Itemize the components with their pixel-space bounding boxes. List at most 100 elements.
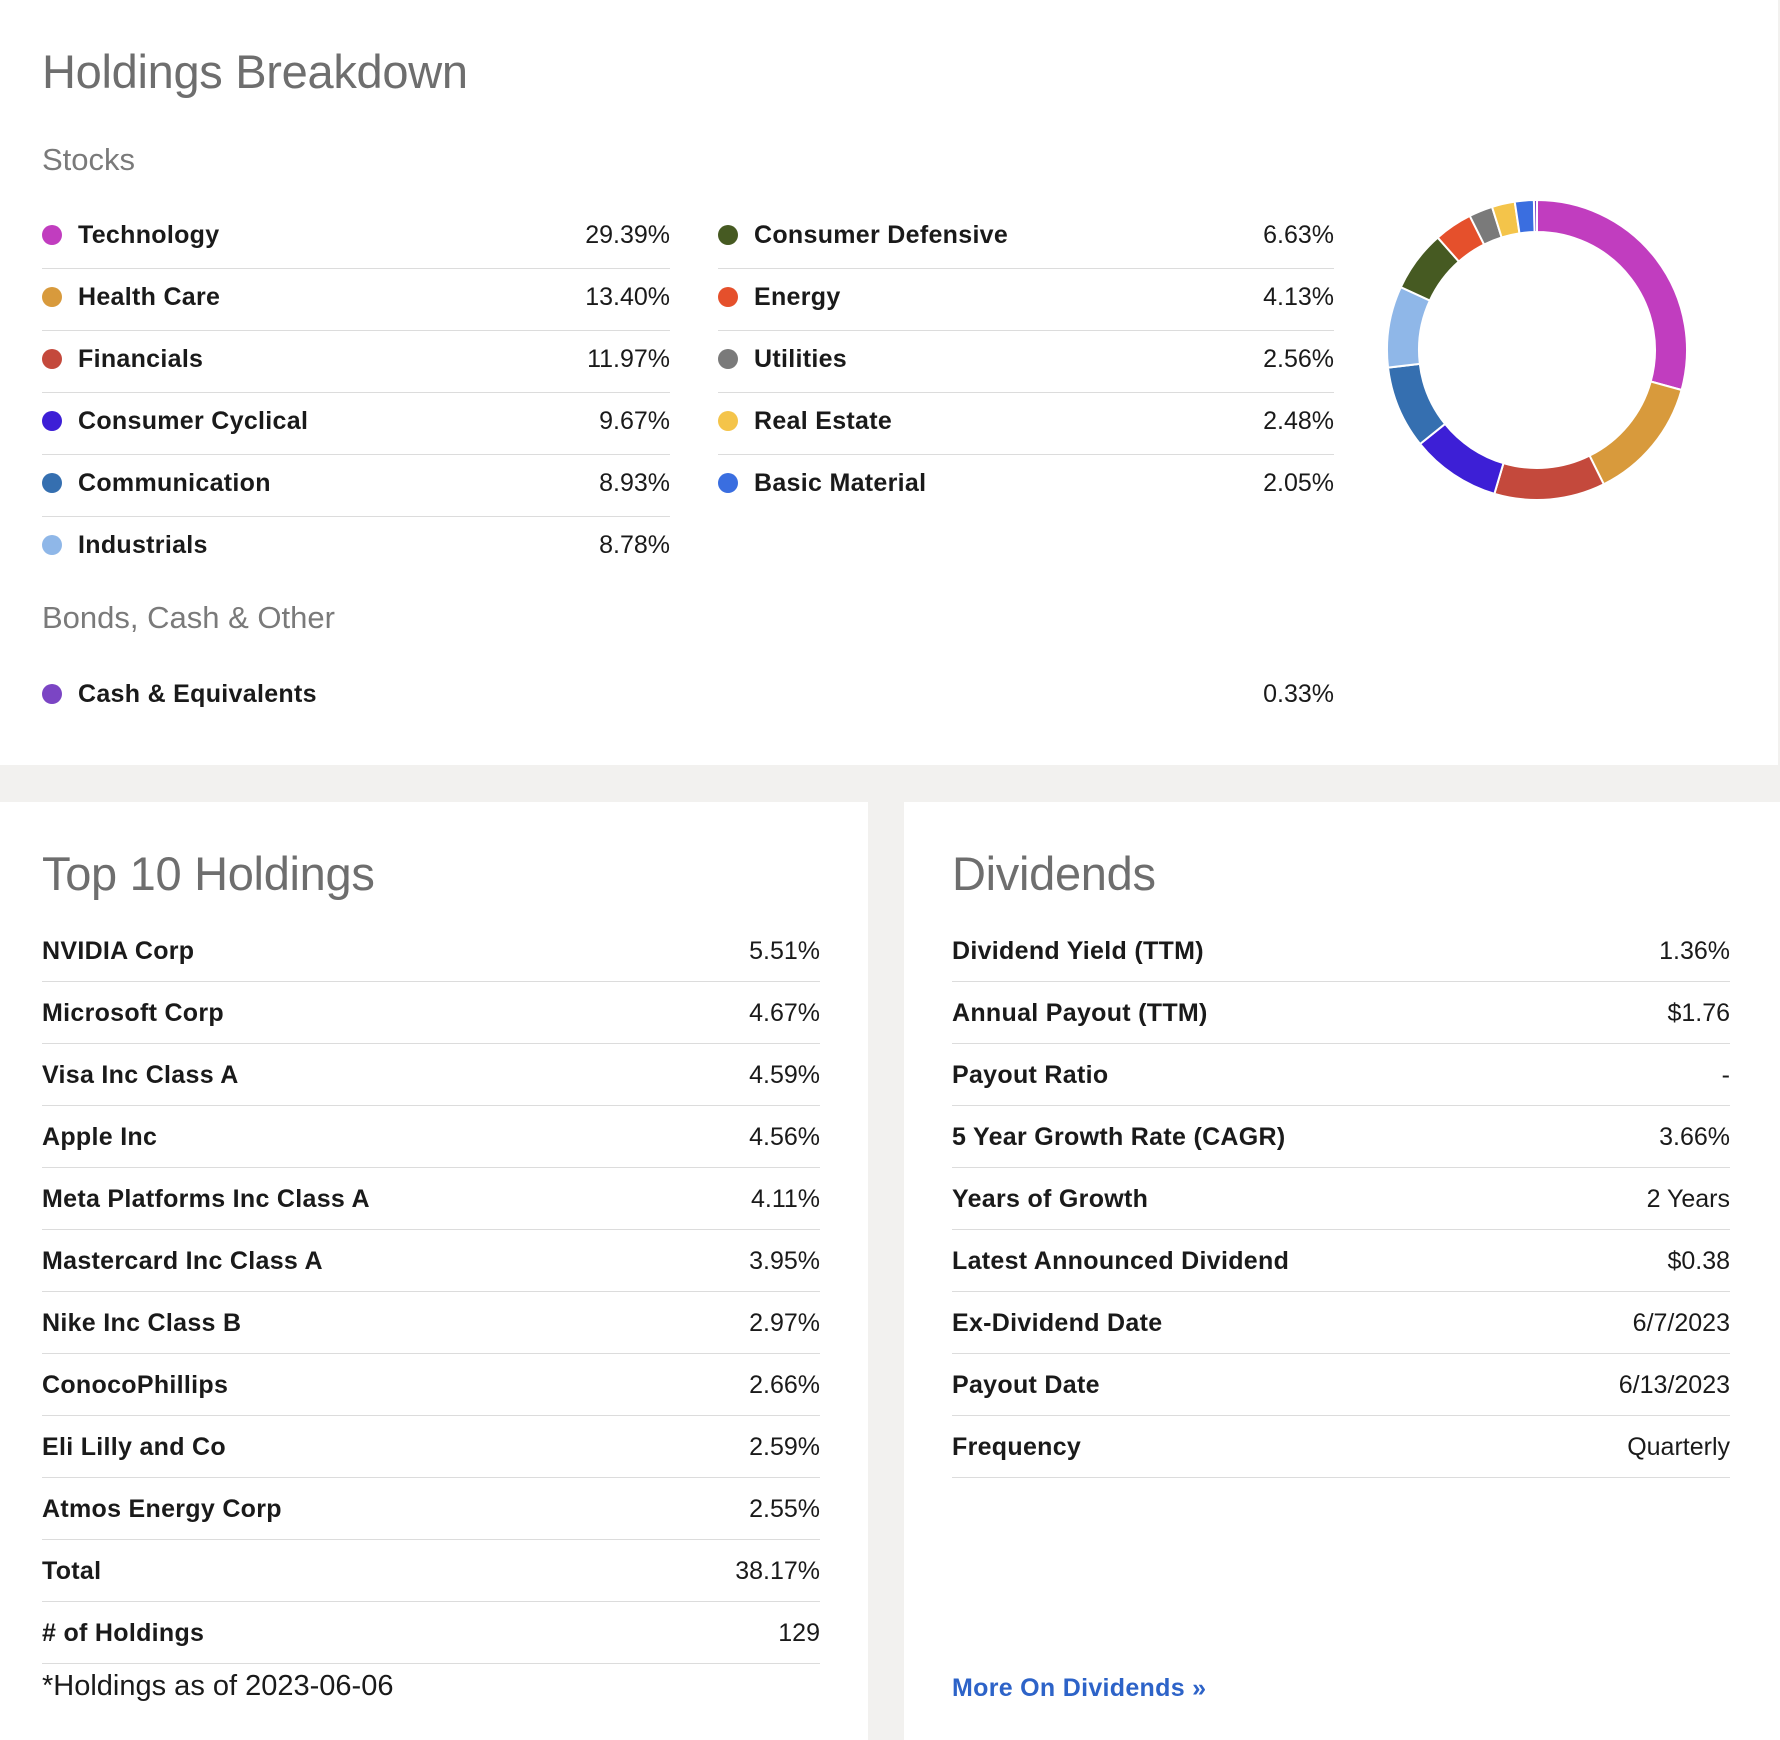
holding-row-eli-lilly-and-co: Eli Lilly and Co 2.59% — [42, 1416, 820, 1478]
holding-row-value: 4.11% — [750, 1185, 820, 1213]
holding-row-value: 4.59% — [749, 1061, 820, 1089]
sector-value: 13.40% — [585, 283, 670, 311]
sector-donut-chart — [1386, 198, 1688, 501]
donut-slice-financials — [1493, 454, 1606, 501]
sector-name: Consumer Cyclical — [78, 407, 309, 435]
holding-row-label: Apple Inc — [42, 1123, 158, 1151]
legend-dot-icon — [42, 287, 62, 307]
holding-row-label: Total — [42, 1557, 102, 1585]
sector-row-financials: Financials 11.97% — [42, 331, 670, 393]
holding-row-value: 4.67% — [749, 999, 820, 1027]
other-holdings-list: Cash & Equivalents 0.33% — [42, 666, 1334, 728]
donut-slice-technology — [1536, 198, 1688, 392]
legend-dot-icon — [42, 684, 62, 704]
holdings-date-footnote: *Holdings as of 2023-06-06 — [42, 1670, 394, 1702]
sector-value: 2.48% — [1263, 407, 1334, 435]
sector-row-consumer-defensive: Consumer Defensive 6.63% — [718, 207, 1334, 269]
holding-row-nvidia-corp: NVIDIA Corp 5.51% — [42, 920, 820, 982]
dividend-row-label: Frequency — [952, 1433, 1082, 1461]
holding-row-mastercard-inc-class-a: Mastercard Inc Class A 3.95% — [42, 1230, 820, 1292]
sector-list-left: Technology 29.39% Health Care 13.40% Financi… — [42, 207, 670, 579]
holding-row-label: Mastercard Inc Class A — [42, 1247, 323, 1275]
sector-name: Financials — [78, 345, 204, 373]
legend-dot-icon — [42, 225, 62, 245]
dividend-row-value: 1.36% — [1659, 937, 1730, 965]
sector-name: Consumer Defensive — [754, 221, 1009, 249]
holding-row-value: 2.55% — [749, 1495, 820, 1523]
dividend-row-value: - — [1721, 1061, 1730, 1089]
legend-dot-icon — [718, 349, 738, 369]
sector-name: Energy — [754, 283, 841, 311]
dividend-row-value: 2 Years — [1646, 1185, 1730, 1213]
dividend-row-value: 6/7/2023 — [1632, 1309, 1730, 1337]
sector-value: 2.05% — [1263, 469, 1334, 497]
dividend-row-payout-date: Payout Date 6/13/2023 — [952, 1354, 1730, 1416]
holding-row-conocophillips: ConocoPhillips 2.66% — [42, 1354, 820, 1416]
sector-name: Cash & Equivalents — [78, 680, 317, 708]
holding-row-microsoft-corp: Microsoft Corp 4.67% — [42, 982, 820, 1044]
dividend-row-value: $1.76 — [1667, 999, 1730, 1027]
dividend-row-value: Quarterly — [1627, 1433, 1730, 1461]
dividend-row-years-of-growth: Years of Growth 2 Years — [952, 1168, 1730, 1230]
holding-row-label: Microsoft Corp — [42, 999, 224, 1027]
donut-slice-health-care — [1588, 380, 1683, 486]
sector-value: 6.63% — [1263, 221, 1334, 249]
dividend-row-label: 5 Year Growth Rate (CAGR) — [952, 1123, 1286, 1151]
donut-slice-cash-and-equivalents — [1532, 198, 1538, 234]
legend-dot-icon — [42, 535, 62, 555]
sector-row-real-estate: Real Estate 2.48% — [718, 393, 1334, 455]
dividend-row-value: 3.66% — [1659, 1123, 1730, 1151]
holding-row-value: 38.17% — [735, 1557, 820, 1585]
sector-row-industrials: Industrials 8.78% — [42, 517, 670, 579]
legend-dot-icon — [718, 225, 738, 245]
legend-dot-icon — [718, 287, 738, 307]
dividend-row-dividend-yield-ttm: Dividend Yield (TTM) 1.36% — [952, 920, 1730, 982]
holding-row-value: 3.95% — [749, 1247, 820, 1275]
dividend-row-value: 6/13/2023 — [1618, 1371, 1730, 1399]
holding-row-value: 2.66% — [749, 1371, 820, 1399]
legend-dot-icon — [42, 411, 62, 431]
sector-name: Technology — [78, 221, 220, 249]
top-10-holdings-title: Top 10 Holdings — [42, 847, 375, 900]
sector-name: Basic Material — [754, 469, 927, 497]
holding-row-visa-inc-class-a: Visa Inc Class A 4.59% — [42, 1044, 820, 1106]
holdings-breakdown-title: Holdings Breakdown — [42, 45, 468, 98]
holding-row-label: NVIDIA Corp — [42, 937, 195, 965]
dividend-row-frequency: Frequency Quarterly — [952, 1416, 1730, 1478]
dividend-row-annual-payout-ttm: Annual Payout (TTM) $1.76 — [952, 982, 1730, 1044]
holding-row-total: Total 38.17% — [42, 1540, 820, 1602]
more-on-dividends-link[interactable]: More On Dividends » — [952, 1674, 1207, 1702]
dividend-row-label: Dividend Yield (TTM) — [952, 937, 1204, 965]
sector-row-energy: Energy 4.13% — [718, 269, 1334, 331]
donut-slice-industrials — [1386, 285, 1432, 369]
sector-row-communication: Communication 8.93% — [42, 455, 670, 517]
sector-name: Utilities — [754, 345, 847, 373]
dividend-row-5-year-growth-rate-cagr: 5 Year Growth Rate (CAGR) 3.66% — [952, 1106, 1730, 1168]
holding-row-of-holdings: # of Holdings 129 — [42, 1602, 820, 1664]
sector-value: 8.93% — [599, 469, 670, 497]
dividend-row-label: Annual Payout (TTM) — [952, 999, 1208, 1027]
dividend-row-label: Latest Announced Dividend — [952, 1247, 1290, 1275]
holding-row-value: 2.59% — [749, 1433, 820, 1461]
dividend-row-label: Payout Date — [952, 1371, 1100, 1399]
legend-dot-icon — [42, 473, 62, 493]
dividend-row-label: Payout Ratio — [952, 1061, 1109, 1089]
holdings-breakdown-panel: Holdings Breakdown Stocks Technology 29.3… — [0, 0, 1778, 765]
sector-value: 11.97% — [587, 345, 670, 373]
holding-row-label: Atmos Energy Corp — [42, 1495, 282, 1523]
sector-list-right: Consumer Defensive 6.63% Energy 4.13% Utilit… — [718, 207, 1334, 517]
top-10-holdings-panel: Top 10 Holdings NVIDIA Corp 5.51% Microsof… — [0, 802, 868, 1740]
holding-row-label: Visa Inc Class A — [42, 1061, 239, 1089]
holding-row-value: 5.51% — [749, 937, 820, 965]
legend-dot-icon — [718, 411, 738, 431]
dividend-row-label: Ex-Dividend Date — [952, 1309, 1163, 1337]
dividend-row-ex-dividend-date: Ex-Dividend Date 6/7/2023 — [952, 1292, 1730, 1354]
sector-row-health-care: Health Care 13.40% — [42, 269, 670, 331]
holding-row-apple-inc: Apple Inc 4.56% — [42, 1106, 820, 1168]
holding-row-label: Eli Lilly and Co — [42, 1433, 226, 1461]
dividend-row-value: $0.38 — [1667, 1247, 1730, 1275]
stocks-heading: Stocks — [42, 142, 136, 177]
holding-row-label: Nike Inc Class B — [42, 1309, 242, 1337]
holding-row-label: ConocoPhillips — [42, 1371, 229, 1399]
sector-value: 8.78% — [599, 531, 670, 559]
